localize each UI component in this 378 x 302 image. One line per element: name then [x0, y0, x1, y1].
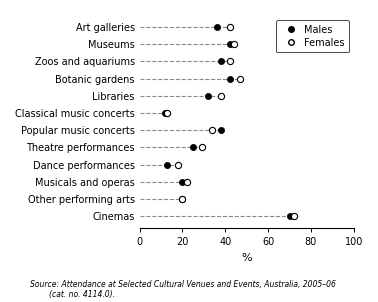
- Point: [184, 179, 190, 184]
- Point: [226, 76, 232, 81]
- Point: [162, 111, 168, 115]
- Point: [291, 214, 297, 219]
- Point: [218, 59, 224, 64]
- Point: [199, 145, 205, 150]
- Point: [164, 111, 170, 115]
- Point: [237, 76, 243, 81]
- Point: [226, 59, 232, 64]
- Point: [214, 25, 220, 30]
- Point: [180, 179, 186, 184]
- Point: [175, 162, 181, 167]
- Point: [180, 197, 186, 201]
- Point: [164, 162, 170, 167]
- Legend: Males, Females: Males, Females: [276, 20, 349, 53]
- Point: [209, 128, 215, 133]
- Point: [287, 214, 293, 219]
- X-axis label: %: %: [242, 253, 252, 263]
- Point: [218, 128, 224, 133]
- Point: [226, 42, 232, 47]
- Point: [226, 25, 232, 30]
- Point: [231, 42, 237, 47]
- Point: [205, 93, 211, 98]
- Point: [218, 93, 224, 98]
- Point: [180, 197, 186, 201]
- Point: [190, 145, 196, 150]
- Text: Source: Attendance at Selected Cultural Venues and Events, Australia, 2005–06
  : Source: Attendance at Selected Cultural …: [30, 280, 336, 299]
